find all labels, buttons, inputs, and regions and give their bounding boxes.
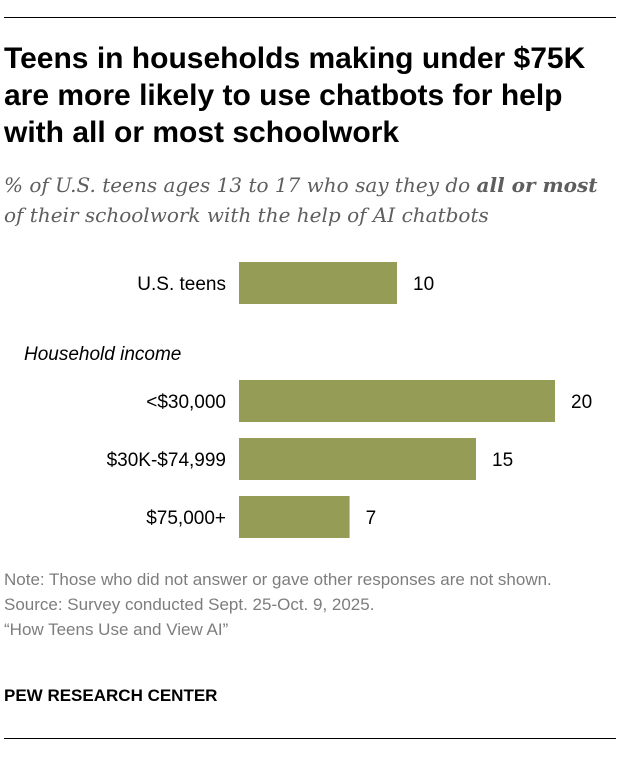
bar-value-label: 10 — [413, 274, 434, 295]
category-label: U.S. teens — [137, 274, 226, 295]
bar — [239, 496, 350, 538]
subtitle-part1: % of U.S. teens ages 13 to 17 who say th… — [4, 173, 477, 197]
subtitle-part2: of their schoolwork with the help of AI … — [4, 203, 489, 227]
category-label: <$30,000 — [146, 392, 226, 413]
category-label: $75,000+ — [146, 508, 226, 529]
chart-title: Teens in households making under $75K ar… — [4, 42, 586, 149]
pew-logo-text: PEW RESEARCH CENTER — [4, 686, 218, 705]
chart-subtitle: % of U.S. teens ages 13 to 17 who say th… — [4, 170, 616, 230]
bar — [239, 380, 555, 422]
bar-value-label: 15 — [492, 450, 513, 471]
bar-value-label: 20 — [571, 392, 592, 413]
bar-value-label: 7 — [366, 508, 377, 529]
bar-chart: Household income U.S. teens 10 <$30,000 20 $3… — [24, 262, 592, 538]
group-label: Household income — [24, 344, 181, 365]
subtitle-bold: all or most — [476, 173, 598, 197]
footer-notes: Note: Those who did not answer or gave o… — [4, 567, 616, 642]
report-title: “How Teens Use and View AI” — [4, 620, 229, 639]
bar — [239, 262, 397, 304]
note-text: Note: Those who did not answer or gave o… — [4, 570, 552, 589]
bar — [239, 438, 476, 480]
category-label: $30K-$74,999 — [107, 450, 226, 471]
top-rule — [4, 17, 616, 18]
source-text: Source: Survey conducted Sept. 25-Oct. 9… — [4, 595, 375, 614]
bottom-rule — [4, 738, 616, 739]
